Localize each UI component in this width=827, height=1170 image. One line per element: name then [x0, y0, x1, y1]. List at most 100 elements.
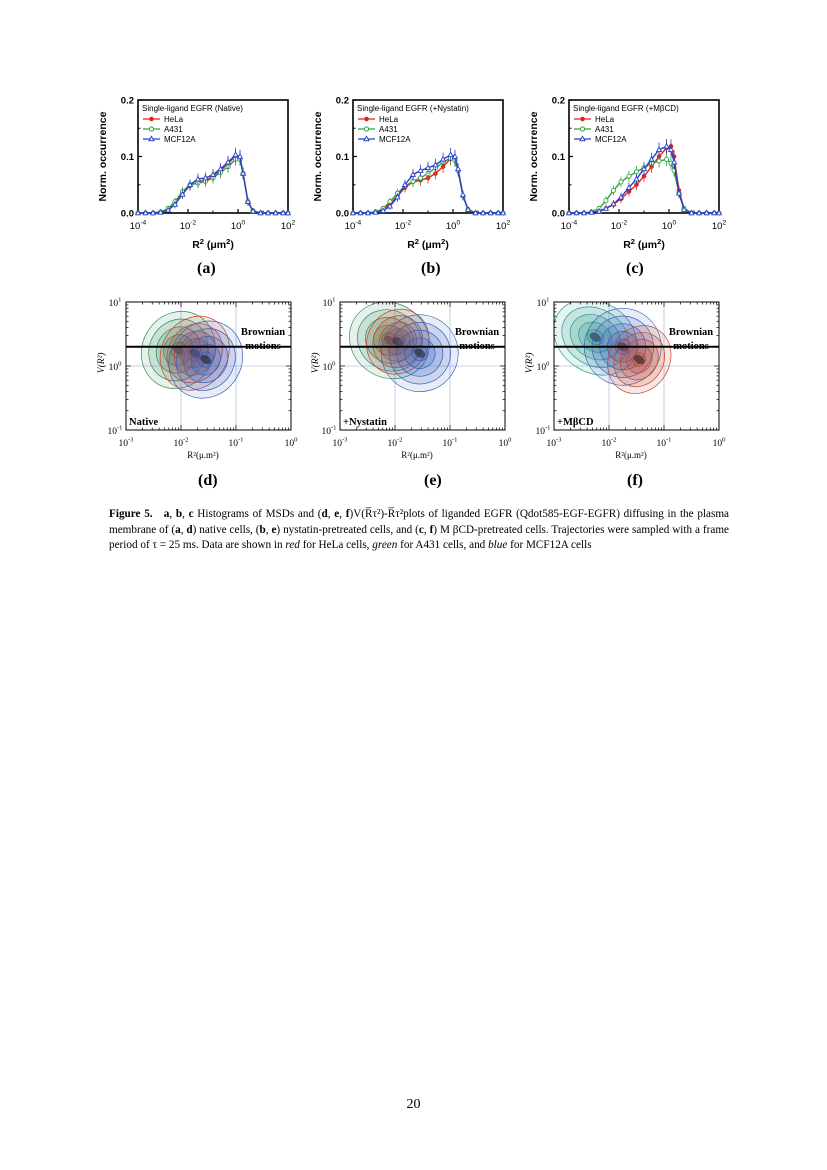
caption-panel-ref: a	[175, 523, 181, 536]
y-axis-label: Norm. occurrence	[97, 111, 109, 201]
data-point	[633, 175, 640, 182]
caption-panel-ref: d	[321, 508, 328, 520]
x-tick-label: 102	[712, 220, 726, 232]
data-point	[217, 165, 224, 172]
caption-color-word: blue	[488, 539, 508, 552]
x-tick-label: 10-4	[345, 220, 362, 232]
data-point	[664, 156, 670, 162]
data-point	[171, 200, 179, 207]
data-point	[641, 173, 647, 179]
x-tick-label: 10-3	[332, 437, 348, 449]
data-point	[179, 190, 186, 197]
caption-panel-ref: b	[175, 508, 183, 520]
panel-label-a: (a)	[197, 260, 216, 277]
data-point	[648, 155, 655, 162]
data-point	[394, 193, 401, 200]
y-tick-label: 100	[323, 361, 337, 373]
condition-label: +Nystatin	[343, 417, 387, 428]
data-point	[209, 171, 217, 177]
caption-text: ) nystatin-pretreated cells, and (	[276, 523, 419, 536]
legend-marker	[579, 135, 586, 142]
legend-marker	[148, 135, 155, 142]
legend-entry-mcf12a: MCF12A	[595, 135, 627, 144]
caption-text: Histograms of MSDs and (	[193, 508, 322, 520]
data-point	[439, 155, 447, 162]
caption-text: for MCF12A cells	[507, 539, 592, 552]
density-peak	[200, 354, 212, 365]
y-tick-label: 0.2	[552, 96, 565, 107]
data-point	[447, 151, 454, 158]
panel-label-d: (d)	[198, 472, 218, 489]
caption-color-word: red	[285, 539, 300, 552]
data-point	[588, 208, 595, 215]
panel-label-b: (b)	[421, 260, 441, 277]
y-tick-label: 0.2	[336, 96, 349, 107]
data-point	[257, 209, 264, 216]
data-point	[667, 146, 675, 152]
data-point	[454, 165, 462, 172]
caption-panel-ref: e	[334, 508, 340, 520]
x-tick-label: 102	[496, 220, 510, 232]
data-point	[656, 158, 662, 164]
x-tick-label: 10-2	[395, 220, 412, 232]
histogram-chart-b: 0.0 0.1 0.2 10-4 10-2 100 102 Norm. occurrence R…	[312, 96, 510, 252]
data-point	[703, 209, 710, 216]
caption-panel-ref: f	[429, 523, 434, 536]
data-point	[264, 209, 272, 216]
data-point	[236, 152, 244, 159]
data-point	[244, 198, 252, 204]
data-point	[279, 209, 287, 216]
condition-label: Native	[129, 417, 158, 428]
caption-text: ) M βCD-pretreated cells. Trajectories w…	[109, 523, 729, 552]
x-tick-label: 10-4	[130, 220, 147, 232]
caption-panel-ref: e	[271, 523, 277, 536]
figure-label: Figure 5.	[109, 508, 153, 520]
legend-marker	[579, 126, 586, 132]
data-point	[379, 207, 387, 213]
y-tick-label: 10-1	[535, 425, 550, 437]
x-tick-label: 100	[446, 220, 461, 232]
x-tick-label: 100	[662, 220, 677, 232]
data-point	[432, 161, 439, 168]
panel-label-e: (e)	[424, 472, 442, 489]
data-point	[386, 202, 394, 209]
data-point	[357, 209, 364, 216]
plot-frame	[137, 99, 289, 214]
y-axis-label: Norm. occurrence	[528, 111, 540, 201]
data-point	[573, 209, 580, 216]
data-point	[464, 206, 472, 212]
x-tick-label: 10-2	[611, 220, 628, 232]
x-axis-label: R2 (μm2)	[192, 237, 234, 251]
data-point	[424, 164, 432, 171]
data-point	[618, 179, 624, 185]
y-tick-label: 0.0	[121, 209, 134, 220]
legend-entry-a431: A431	[379, 125, 398, 134]
data-point	[710, 209, 718, 216]
density-contours	[126, 302, 291, 430]
legend-entry-hela: HeLa	[379, 115, 399, 124]
histogram-panel-a: 0.0 0.1 0.2 10-4 10-2 100 102 Norm. occurrence R…	[90, 90, 295, 270]
x-tick-label: 10-1	[442, 437, 457, 449]
y-tick-label: 100	[537, 361, 551, 373]
annotation-motions: motions	[459, 341, 495, 352]
caption-panel-ref: c	[418, 523, 424, 536]
data-point	[565, 209, 573, 216]
data-point	[499, 209, 507, 216]
data-point	[663, 142, 670, 149]
caption-text: ) native cells, (	[192, 523, 260, 536]
legend-title: Single-ligand EGFR (+MβCD)	[573, 104, 679, 113]
data-point	[595, 207, 603, 214]
panel-label-c: (c)	[626, 260, 644, 277]
histogram-chart-c: 0.0 0.1 0.2 10-4 10-2 100 102 Norm. occurrence R…	[528, 96, 726, 252]
data-point	[670, 158, 678, 165]
data-point	[655, 146, 663, 152]
y-tick-label: 10-1	[107, 425, 122, 437]
y-tick-label: 100	[109, 361, 123, 373]
data-point	[224, 158, 232, 165]
density-peak	[383, 335, 396, 346]
data-point	[202, 174, 209, 181]
legend-title: Single-ligand EGFR (+Nystatin)	[357, 104, 469, 113]
data-point	[675, 189, 683, 196]
data-point	[142, 209, 149, 216]
legend-marker	[364, 116, 369, 122]
